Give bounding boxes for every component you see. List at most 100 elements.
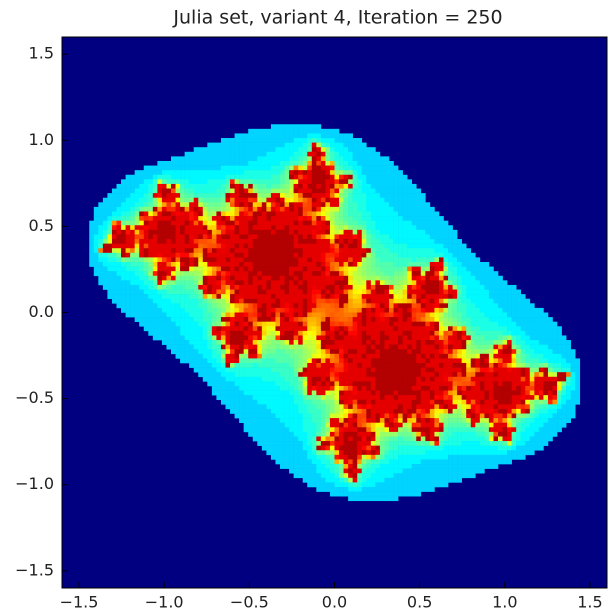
fractal-cell: [339, 308, 344, 313]
fractal-cell: [298, 354, 303, 359]
fractal-cell: [166, 322, 171, 327]
fractal-cell: [253, 166, 258, 171]
fractal-cell: [466, 285, 471, 290]
fractal-cell: [266, 294, 271, 299]
fractal-cell: [439, 253, 444, 258]
fractal-cell: [371, 175, 376, 180]
fractal-cell: [471, 271, 476, 276]
fractal-cell: [416, 234, 421, 239]
fractal-cell: [539, 386, 544, 391]
fractal-cell: [221, 290, 226, 295]
fractal-cell: [516, 299, 521, 304]
fractal-cell: [384, 211, 389, 216]
fractal-cell: [398, 184, 403, 189]
fractal-cell: [244, 143, 249, 148]
fractal-cell: [344, 262, 349, 267]
fractal-cell: [330, 239, 335, 244]
fractal-cell: [398, 313, 403, 318]
fractal-cell: [203, 184, 208, 189]
fractal-cell: [384, 395, 389, 400]
fractal-cell: [466, 331, 471, 336]
fractal-cell: [235, 239, 240, 244]
fractal-cell: [248, 156, 253, 161]
fractal-cell: [543, 322, 548, 327]
fractal-cell: [189, 216, 194, 221]
fractal-cell: [235, 143, 240, 148]
fractal-cell: [248, 244, 253, 249]
fractal-cell: [294, 147, 299, 152]
fractal-cell: [366, 225, 371, 230]
fractal-cell: [457, 308, 462, 313]
fractal-cell: [280, 377, 285, 382]
fractal-cell: [416, 409, 421, 414]
fractal-cell: [457, 349, 462, 354]
fractal-cell: [362, 202, 367, 207]
fractal-cell: [403, 253, 408, 258]
fractal-cell: [498, 368, 503, 373]
fractal-cell: [166, 262, 171, 267]
fractal-cell: [394, 198, 399, 203]
fractal-cell: [562, 372, 567, 377]
fractal-cell: [303, 404, 308, 409]
fractal-cell: [530, 363, 535, 368]
fractal-cell: [157, 202, 162, 207]
fractal-cell: [335, 216, 340, 221]
fractal-cell: [239, 414, 244, 419]
fractal-cell: [139, 221, 144, 226]
fractal-cell: [303, 368, 308, 373]
fractal-cell: [316, 335, 321, 340]
fractal-cell: [321, 423, 326, 428]
fractal-cell: [325, 271, 330, 276]
fractal-cell: [162, 216, 167, 221]
fractal-cell: [307, 391, 312, 396]
fractal-cell: [230, 234, 235, 239]
fractal-cell: [275, 184, 280, 189]
fractal-cell: [434, 308, 439, 313]
fractal-cell: [312, 326, 317, 331]
fractal-cell: [339, 152, 344, 157]
fractal-cell: [285, 317, 290, 322]
fractal-cell: [384, 161, 389, 166]
fractal-cell: [275, 395, 280, 400]
fractal-cell: [107, 294, 112, 299]
fractal-cell: [198, 147, 203, 152]
fractal-cell: [289, 326, 294, 331]
fractal-cell: [248, 308, 253, 313]
fractal-cell: [394, 363, 399, 368]
fractal-cell: [480, 317, 485, 322]
fractal-cell: [203, 276, 208, 281]
fractal-cell: [226, 386, 231, 391]
fractal-cell: [248, 179, 253, 184]
fractal-cell: [271, 354, 276, 359]
fractal-cell: [430, 377, 435, 382]
fractal-cell: [371, 391, 376, 396]
fractal-cell: [244, 358, 249, 363]
fractal-cell: [207, 317, 212, 322]
fractal-cell: [384, 294, 389, 299]
fractal-cell: [253, 354, 258, 359]
fractal-cell: [507, 418, 512, 423]
fractal-cell: [366, 391, 371, 396]
fractal-cell: [162, 280, 167, 285]
fractal-cell: [257, 207, 262, 212]
fractal-cell: [253, 156, 258, 161]
fractal-cell: [226, 317, 231, 322]
fractal-cell: [375, 184, 380, 189]
fractal-cell: [166, 308, 171, 313]
fractal-cell: [285, 147, 290, 152]
fractal-cell: [371, 331, 376, 336]
fractal-cell: [166, 340, 171, 345]
fractal-cell: [416, 202, 421, 207]
fractal-cell: [366, 372, 371, 377]
fractal-cell: [321, 313, 326, 318]
fractal-cell: [312, 290, 317, 295]
fractal-cell: [153, 299, 158, 304]
fractal-cell: [493, 423, 498, 428]
fractal-cell: [453, 244, 458, 249]
fractal-cell: [330, 308, 335, 313]
fractal-cell: [253, 267, 258, 272]
fractal-cell: [271, 225, 276, 230]
fractal-cell: [89, 257, 94, 262]
fractal-cell: [207, 345, 212, 350]
fractal-cell: [262, 303, 267, 308]
